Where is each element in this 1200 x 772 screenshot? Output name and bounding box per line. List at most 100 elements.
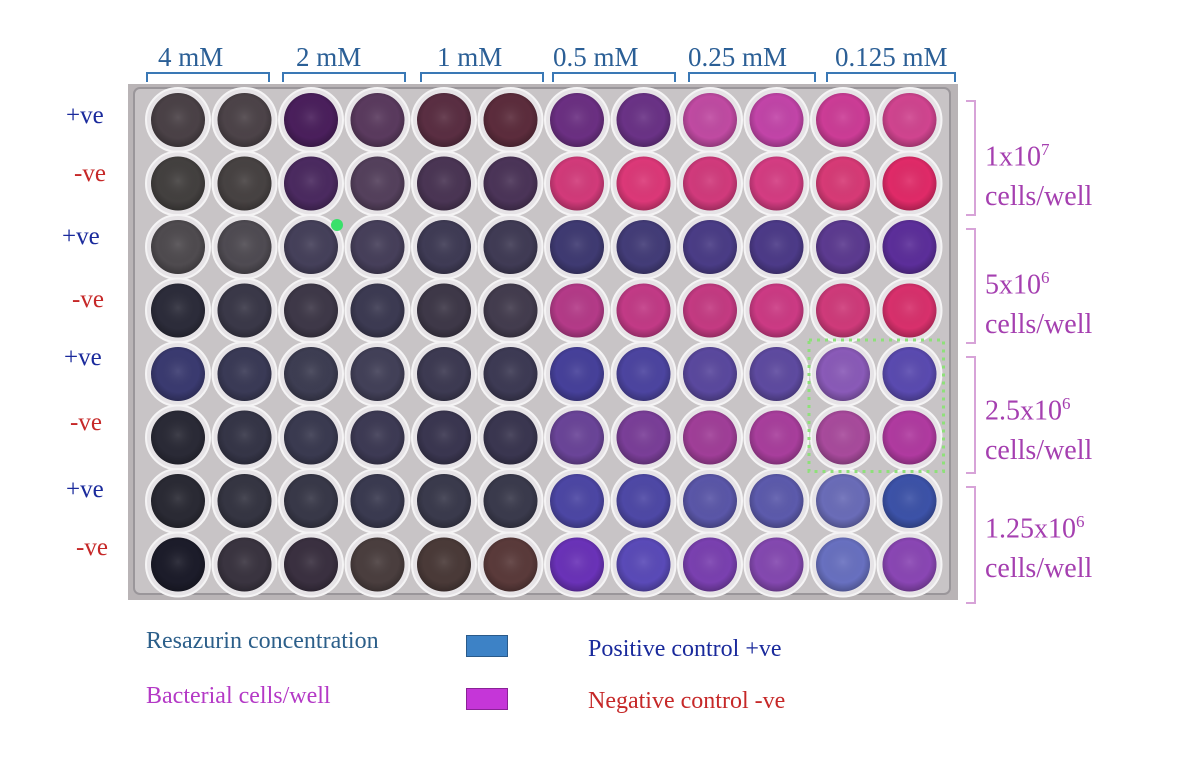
- well-shading: [616, 347, 671, 401]
- well-shading: [683, 220, 737, 274]
- conc-label-2mm: 2 mM: [296, 42, 362, 72]
- density-bracket-2: [966, 228, 976, 344]
- conc-label-1mm: 1 mM: [437, 42, 503, 72]
- well-shading: [749, 410, 804, 465]
- well-shading: [683, 347, 737, 401]
- well-shading: [616, 283, 671, 338]
- well-shading: [350, 220, 405, 274]
- well-shading: [151, 220, 205, 274]
- legend-bacterial-swatch: [466, 688, 508, 710]
- legend-positive-label: Positive control +ve: [588, 636, 782, 662]
- green-dot: [331, 219, 343, 231]
- density-bracket-1: [966, 100, 976, 216]
- well-shading: [882, 156, 937, 211]
- well-shading: [350, 537, 405, 592]
- well-shading: [284, 93, 338, 147]
- well-shading: [417, 474, 471, 528]
- density-bracket-4: [966, 486, 976, 604]
- density-exp-2: 6: [1041, 268, 1050, 287]
- well-shading: [217, 474, 272, 528]
- well-shading: [417, 283, 471, 338]
- well-shading: [217, 93, 272, 147]
- well-shading: [284, 156, 338, 211]
- density-exp-4: 6: [1076, 512, 1085, 531]
- well-shading: [749, 283, 804, 338]
- well-shading: [683, 93, 737, 147]
- well-shading: [749, 156, 804, 211]
- well-shading: [483, 347, 538, 401]
- legend-bacterial-label: Bacterial cells/well: [146, 683, 331, 709]
- legend-resazurin-swatch: [466, 635, 508, 657]
- well-shading: [616, 537, 671, 592]
- density-label-3: 2.5x106 cells/well: [985, 384, 1092, 471]
- conc-bracket-2mm: [282, 72, 406, 82]
- well-shading: [483, 93, 538, 147]
- density-unit-4: cells/well: [985, 553, 1093, 585]
- density-unit-3: cells/well: [985, 435, 1093, 467]
- well-shading: [616, 93, 671, 147]
- well-shading: [417, 156, 471, 211]
- well-shading: [151, 283, 205, 338]
- well-shading: [683, 410, 737, 465]
- well-shading: [882, 283, 937, 338]
- well-shading: [616, 156, 671, 211]
- well-shading: [483, 156, 538, 211]
- well-shading: [882, 537, 937, 592]
- well-shading: [550, 93, 604, 147]
- density-base-3: 2.5x10: [985, 395, 1062, 427]
- density-exp-3: 6: [1062, 394, 1071, 413]
- well-shading: [417, 220, 471, 274]
- well-shading: [417, 93, 471, 147]
- row-label-6: -ve: [70, 409, 102, 436]
- well-shading: [749, 220, 804, 274]
- conc-bracket-4mm: [146, 72, 270, 82]
- well-shading: [816, 93, 870, 147]
- well-shading: [816, 156, 870, 211]
- well-shading: [483, 474, 538, 528]
- well-shading: [616, 474, 671, 528]
- well-shading: [417, 347, 471, 401]
- conc-label-4mm: 4 mM: [158, 42, 224, 72]
- well-shading: [483, 283, 538, 338]
- well-shading: [683, 474, 737, 528]
- legend-resazurin-label: Resazurin concentration: [146, 628, 379, 654]
- well-shading: [350, 410, 405, 465]
- well-shading: [350, 156, 405, 211]
- well-shading: [217, 347, 272, 401]
- conc-bracket-1mm: [420, 72, 544, 82]
- well-shading: [350, 347, 405, 401]
- well-shading: [683, 537, 737, 592]
- well-shading: [483, 410, 538, 465]
- well-shading: [550, 474, 604, 528]
- density-base-2: 5x10: [985, 269, 1041, 301]
- well-shading: [151, 537, 205, 592]
- well-shading: [151, 347, 205, 401]
- well-shading: [417, 537, 471, 592]
- well-shading: [550, 283, 604, 338]
- well-shading: [417, 410, 471, 465]
- well-shading: [749, 474, 804, 528]
- well-shading: [816, 283, 870, 338]
- well-shading: [151, 156, 205, 211]
- well-shading: [550, 347, 604, 401]
- well-shading: [882, 347, 937, 401]
- well-shading: [151, 93, 205, 147]
- density-label-2: 5x106 cells/well: [985, 258, 1092, 345]
- well-shading: [217, 156, 272, 211]
- well-shading: [350, 474, 405, 528]
- well-shading: [616, 220, 671, 274]
- well-shading: [816, 537, 870, 592]
- well-shading: [882, 93, 937, 147]
- well-plate-photo: [128, 84, 958, 600]
- well-shading: [483, 220, 538, 274]
- density-label-4: 1.25x106 cells/well: [985, 502, 1092, 589]
- well-shading: [882, 220, 937, 274]
- well-shading: [550, 156, 604, 211]
- well-shading: [151, 410, 205, 465]
- well-shading: [616, 410, 671, 465]
- row-label-1: +ve: [66, 102, 104, 129]
- well-shading: [284, 347, 338, 401]
- well-shading: [550, 537, 604, 592]
- well-shading: [217, 220, 272, 274]
- well-shading: [816, 220, 870, 274]
